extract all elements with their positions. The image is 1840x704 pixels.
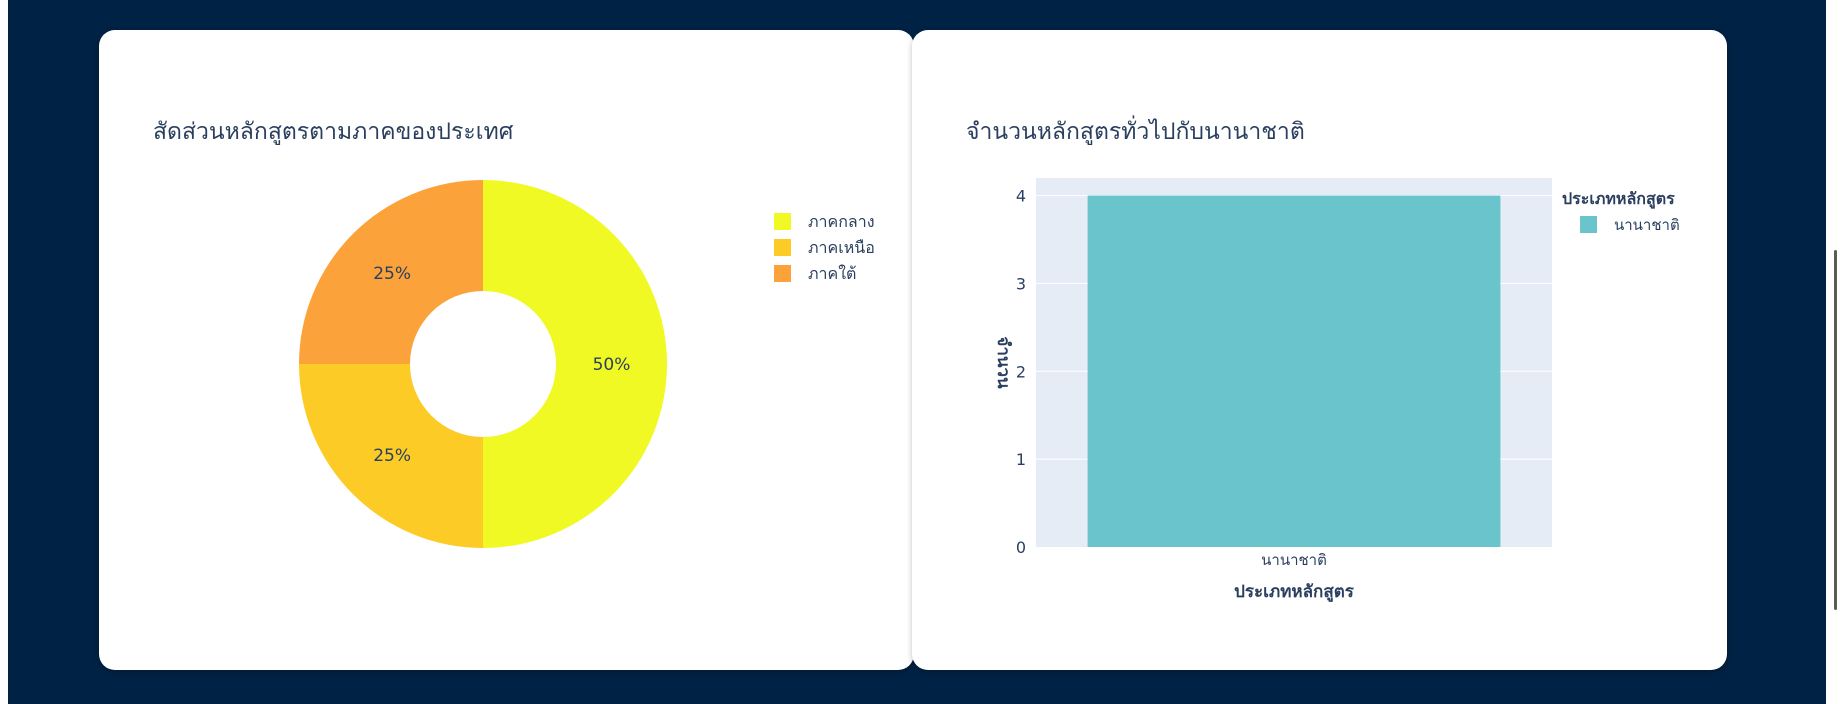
bar bbox=[1087, 195, 1501, 548]
legend-swatch bbox=[774, 239, 791, 256]
y-tick-label: 4 bbox=[1016, 187, 1026, 206]
pie-slice bbox=[299, 364, 483, 548]
pie-slice-label: 25% bbox=[373, 264, 411, 284]
bar-chart-card: จำนวนหลักสูตรทั่วไปกับนานาชาติ 0 1 2 3 4 นานา… bbox=[912, 30, 1727, 670]
legend-label: นานาชาติ bbox=[1614, 216, 1680, 234]
scrollbar-thumb[interactable] bbox=[1834, 250, 1837, 610]
pie-chart-card: สัดส่วนหลักสูตรตามภาคของประเทศ 50% 25% 25%… bbox=[99, 30, 914, 670]
legend-label: ภาคเหนือ bbox=[808, 238, 875, 257]
x-tick-label: นานาชาติ bbox=[1261, 551, 1327, 569]
pie-chart-title: สัดส่วนหลักสูตรตามภาคของประเทศ bbox=[153, 119, 514, 145]
y-tick-label: 2 bbox=[1016, 362, 1026, 381]
pie-slice-label: 25% bbox=[373, 446, 411, 466]
legend-swatch bbox=[774, 213, 791, 230]
legend-title: ประเภทหลักสูตร bbox=[1562, 189, 1675, 210]
pie-slice-label: 50% bbox=[593, 355, 631, 375]
y-tick-label: 0 bbox=[1016, 538, 1026, 557]
pie-slice bbox=[483, 180, 667, 548]
y-tick-label: 3 bbox=[1016, 274, 1026, 293]
y-axis-label: จำนวน bbox=[993, 336, 1013, 389]
legend-swatch bbox=[1580, 216, 1597, 233]
legend-swatch bbox=[774, 265, 791, 282]
pie-slice bbox=[299, 180, 483, 364]
x-axis-label: ประเภทหลักสูตร bbox=[1234, 582, 1355, 603]
legend-label: ภาคใต้ bbox=[808, 264, 856, 283]
bar-chart: 01234นานาชาติประเภทหลักสูตรจำนวนประเภทหล… bbox=[993, 178, 1680, 603]
legend-label: ภาคกลาง bbox=[808, 212, 875, 231]
y-tick-label: 1 bbox=[1016, 450, 1026, 469]
bar-chart-title: จำนวนหลักสูตรทั่วไปกับนานาชาติ bbox=[966, 119, 1305, 145]
